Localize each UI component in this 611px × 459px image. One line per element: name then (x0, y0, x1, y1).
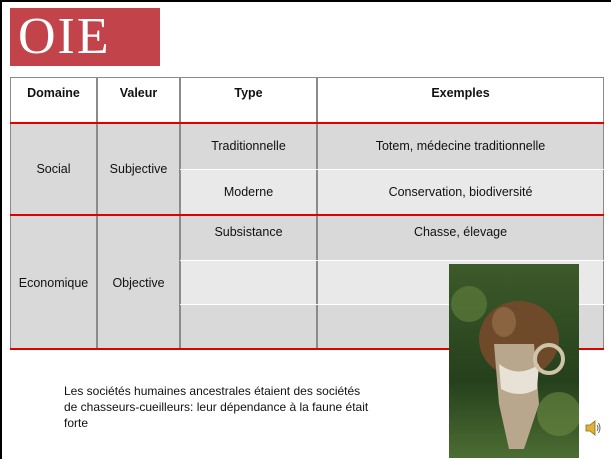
example-cell: Chasse, élevage (317, 216, 604, 260)
type-cell (180, 260, 317, 304)
row-separator (180, 304, 604, 305)
type-cell: Subsistance (180, 216, 317, 260)
caption: Les sociétés humaines ancestrales étaien… (64, 384, 369, 430)
header-cell: Valeur (97, 77, 180, 123)
header-cell: Exemples (317, 77, 604, 123)
red-separator (10, 122, 604, 124)
row-separator (180, 260, 604, 261)
logo: OIE (10, 8, 160, 66)
example-cell: Conservation, biodiversité (317, 169, 604, 215)
header-cell: Type (180, 77, 317, 123)
photo (449, 264, 579, 458)
header-cell: Domaine (10, 77, 97, 123)
row-separator (180, 169, 604, 170)
type-cell: Moderne (180, 169, 317, 215)
example-cell: Totem, médecine traditionnelle (317, 123, 604, 169)
type-cell (180, 304, 317, 349)
value-cell: Subjective (97, 123, 180, 215)
red-separator (10, 348, 604, 350)
value-cell: Objective (97, 216, 180, 349)
red-separator (10, 214, 604, 216)
speaker-icon[interactable] (585, 420, 601, 436)
type-cell: Traditionnelle (180, 123, 317, 169)
domain-cell: Social (10, 123, 97, 215)
domain-cell: Economique (10, 216, 97, 349)
